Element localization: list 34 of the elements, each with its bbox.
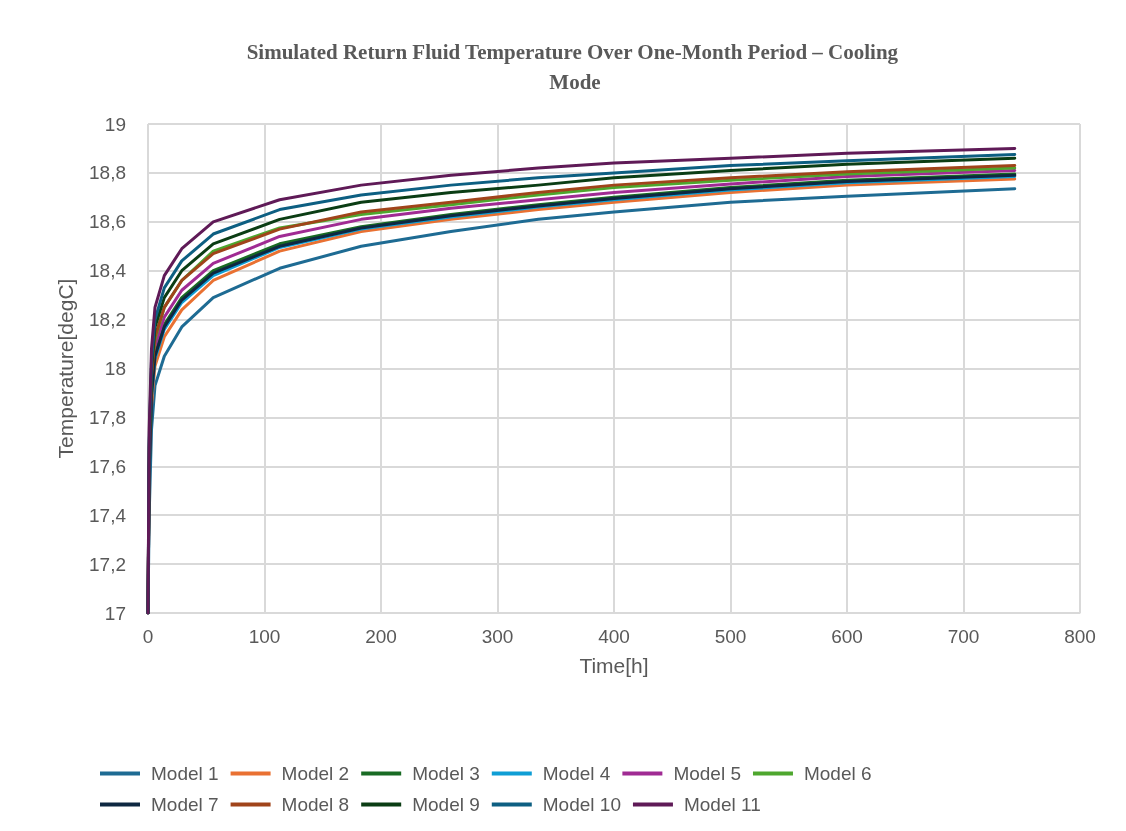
y-tick-label: 18,8 bbox=[89, 162, 126, 184]
x-tick-label: 800 bbox=[1064, 626, 1096, 647]
y-tick-label: 17,2 bbox=[89, 553, 126, 575]
y-tick-label: 17,8 bbox=[89, 406, 126, 428]
x-tick-label: 400 bbox=[598, 626, 630, 647]
y-tick-label: 18 bbox=[104, 358, 126, 379]
x-tick-label: 700 bbox=[947, 626, 980, 647]
x-tick-label: 300 bbox=[481, 626, 514, 647]
legend-label: Model 1 bbox=[151, 763, 219, 784]
y-axis-title: Temperature[degC] bbox=[54, 278, 77, 459]
y-tick-label: 17,4 bbox=[89, 504, 127, 526]
legend-label: Model 10 bbox=[542, 794, 621, 815]
y-tick-label: 18,6 bbox=[89, 211, 126, 233]
legend-label: Model 4 bbox=[542, 763, 611, 784]
legend-label: Model 7 bbox=[151, 794, 219, 815]
legend-label: Model 2 bbox=[281, 763, 350, 784]
legend-label: Model 8 bbox=[281, 794, 350, 815]
legend-label: Model 3 bbox=[412, 763, 480, 784]
x-tick-label: 0 bbox=[142, 626, 154, 647]
y-tick-label: 17,6 bbox=[89, 455, 126, 477]
y-tick-label: 19 bbox=[104, 113, 126, 135]
y-tick-label: 18,2 bbox=[89, 309, 126, 331]
x-axis-title: Time[h] bbox=[579, 654, 649, 677]
legend-label: Model 6 bbox=[803, 763, 872, 784]
legend-label: Model 5 bbox=[673, 763, 741, 784]
y-tick-label: 18,4 bbox=[89, 260, 127, 282]
x-tick-label: 600 bbox=[831, 626, 863, 647]
chart-title: Simulated Return Fluid Temperature Over One-Month Period – Cooling Mode bbox=[246, 40, 904, 94]
x-tick-label: 500 bbox=[714, 626, 747, 647]
y-tick-label: 17 bbox=[104, 602, 126, 624]
x-tick-label: 100 bbox=[248, 626, 281, 647]
legend-label: Model 9 bbox=[412, 794, 480, 815]
legend-label: Model 11 bbox=[683, 794, 761, 815]
x-tick-label: 200 bbox=[365, 626, 397, 647]
